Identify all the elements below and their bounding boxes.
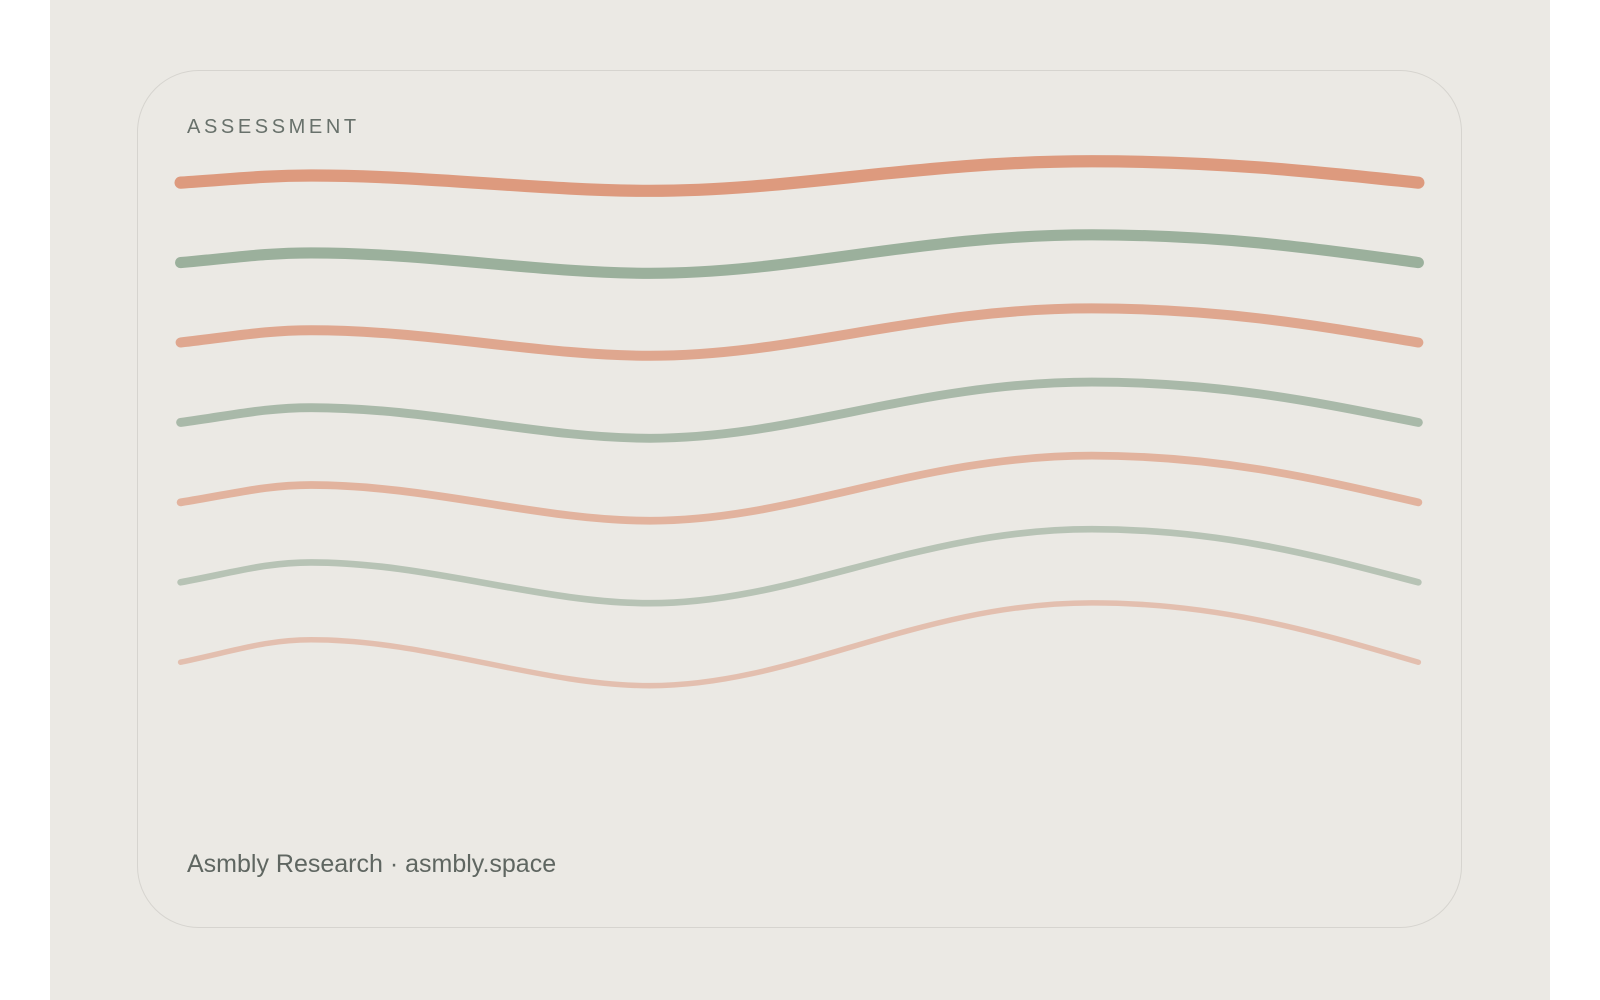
wave-line (175, 303, 1424, 361)
card (137, 70, 1462, 928)
wave-line (177, 525, 1422, 607)
wave-line (175, 229, 1424, 279)
wave-line (174, 155, 1425, 197)
section-label: ASSESSMENT (187, 116, 360, 138)
wave-line (177, 600, 1422, 689)
footer-text: Asmbly Research · asmbly.space (187, 850, 557, 878)
wave-line (176, 451, 1423, 525)
wave-line (176, 377, 1423, 443)
wave-lines (174, 155, 1425, 689)
